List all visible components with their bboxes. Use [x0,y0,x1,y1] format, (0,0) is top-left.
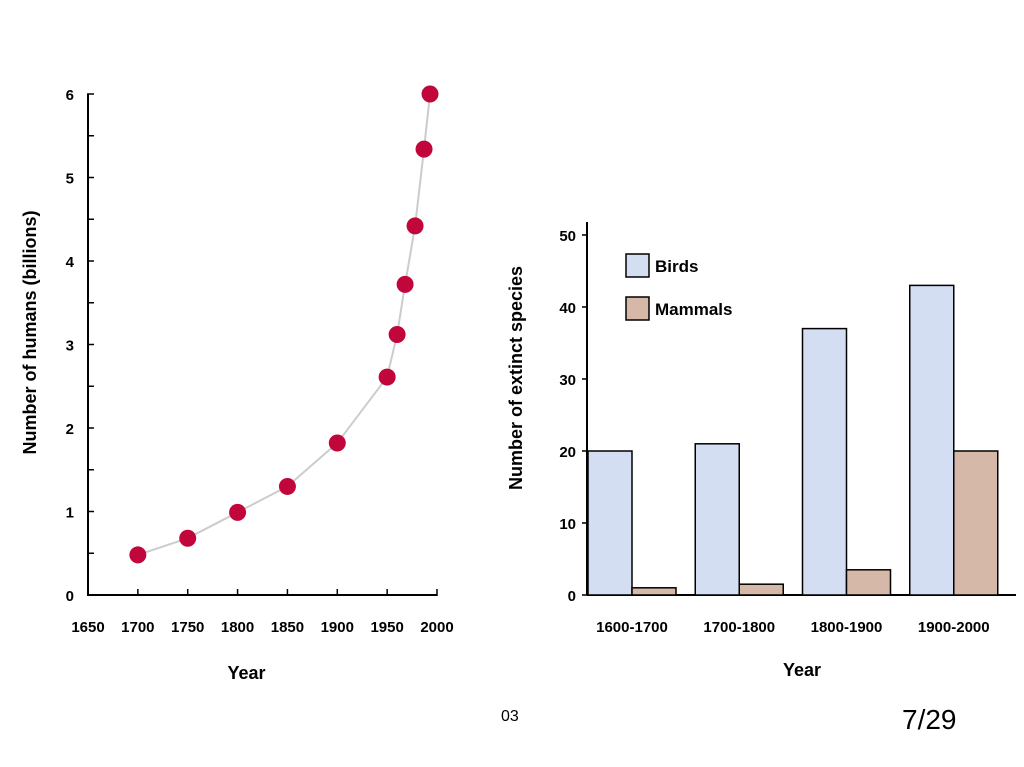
x-tick-label: 1950 [370,619,403,636]
x-tick-label: 1700-1800 [703,619,775,636]
y-tick-label: 10 [559,516,576,533]
population-line-chart: 0 1 2 3 4 5 6 1650 1700 1750 1800 1850 1900 1950 2000 Y… [20,85,454,683]
data-point [328,434,346,452]
mammals-bar [953,450,999,596]
birds-bar [909,284,955,596]
mammals-bar [631,587,677,596]
x-tick-label: 1650 [71,619,104,636]
data-point [406,217,424,235]
birds-bar [694,443,740,596]
x-tick-label: 1750 [171,619,204,636]
birds-bar [801,327,848,596]
x-tick-label: 1600-1700 [596,619,668,636]
data-point [179,529,197,547]
y-axis-title: Number of humans (billions) [20,210,40,454]
data-point [415,140,433,158]
y-tick-label: 0 [568,588,576,605]
mammals-bar [738,583,784,596]
y-tick-label: 5 [66,171,74,188]
y-axis-title: Number of extinct species [506,266,526,490]
y-tick-label: 40 [559,300,576,317]
y-tick-label: 3 [66,338,74,355]
y-tick-label: 0 [66,588,74,605]
birds-bar [587,450,633,596]
y-tick-label: 4 [66,254,75,271]
data-point [129,546,147,564]
x-axis-title: Year [783,660,821,680]
x-axis-title: Year [227,663,265,683]
extinction-bar-chart: 0 10 20 30 40 50 1600-1700 1700-1800 1800-1900 19… [506,222,1016,680]
legend-label: Birds [655,257,698,276]
y-tick-label: 50 [559,228,576,245]
data-point [396,275,414,293]
x-tick-label: 1850 [271,619,304,636]
y-tick-label: 1 [66,505,74,522]
x-tick-label: 1800-1900 [811,619,883,636]
x-tick-label: 1700 [121,619,154,636]
data-point [229,503,247,521]
footer-code: 03 [501,708,519,725]
legend-label: Mammals [655,300,732,319]
x-tick-label: 2000 [420,619,453,636]
x-tick-label: 1900-2000 [918,619,990,636]
legend-swatch [625,253,650,278]
y-tick-label: 30 [559,372,576,389]
page-number: 7/29 [902,704,957,735]
data-point [421,85,439,103]
x-tick-label: 1800 [221,619,254,636]
data-point [388,325,406,343]
data-point [278,477,296,495]
mammals-bar [845,569,892,596]
y-tick-label: 6 [66,87,74,104]
y-tick-label: 20 [559,444,576,461]
legend-swatch [625,296,650,321]
y-tick-label: 2 [66,421,74,438]
data-point [378,368,396,386]
x-tick-label: 1900 [321,619,354,636]
